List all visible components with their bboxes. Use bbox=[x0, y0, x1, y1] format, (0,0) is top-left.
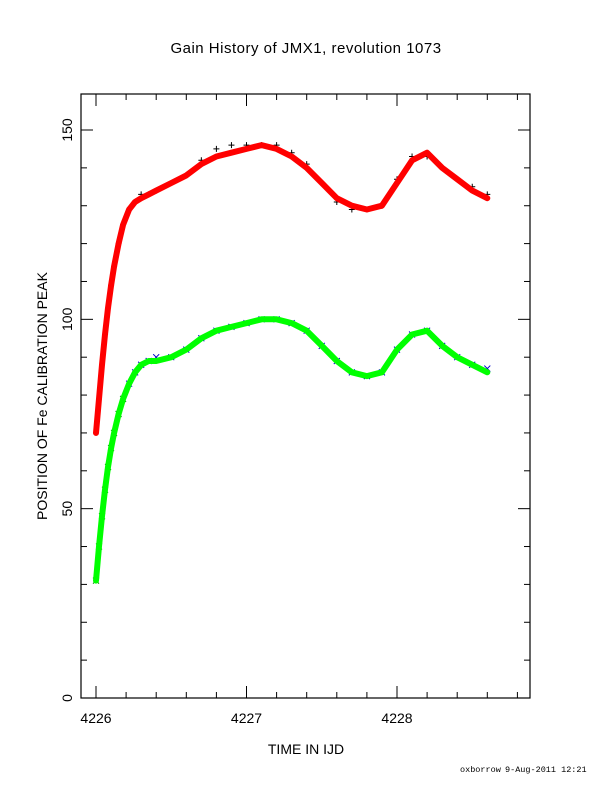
footer-date: 9-Aug-2011 12:21 bbox=[505, 765, 587, 775]
series-0 bbox=[93, 142, 491, 436]
data-point bbox=[228, 142, 235, 149]
plot-frame bbox=[80, 93, 531, 699]
x-tick-label: 4226 bbox=[80, 710, 111, 726]
series-line bbox=[93, 316, 491, 584]
axis-ticks bbox=[81, 94, 530, 699]
series-2 bbox=[92, 315, 491, 584]
x-axis-label: TIME IN IJD bbox=[268, 741, 344, 757]
y-axis-label: POSITION OF Fe CALIBRATION PEAK bbox=[34, 271, 50, 520]
axis-tick-labels: 0 50 100 150 4226 4227 4228 bbox=[59, 118, 413, 726]
data-point bbox=[213, 145, 220, 152]
series-line bbox=[93, 142, 491, 436]
x-tick-label: 4227 bbox=[231, 710, 262, 726]
y-tick-label: 50 bbox=[59, 501, 75, 517]
y-tick-label: 150 bbox=[59, 118, 75, 142]
y-tick-label: 0 bbox=[59, 694, 75, 702]
y-tick-label: 100 bbox=[59, 307, 75, 331]
data-marks bbox=[92, 142, 491, 584]
chart-title: Gain History of JMX1, revolution 1073 bbox=[170, 40, 441, 57]
x-tick-label: 4228 bbox=[381, 710, 412, 726]
series-1 bbox=[93, 142, 491, 436]
series-3 bbox=[93, 316, 491, 584]
footer-author: oxborrow bbox=[460, 765, 502, 775]
